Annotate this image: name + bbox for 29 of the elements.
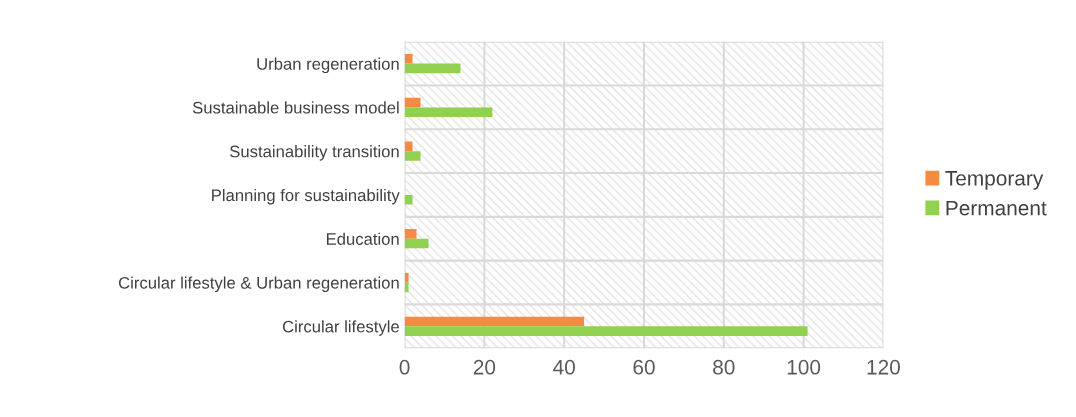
y-tick-label: Planning for sustainability <box>212 188 400 205</box>
legend-label: Temporary <box>945 171 1044 190</box>
y-tick-label: Circular lifestyle <box>282 320 399 336</box>
x-tick-label: 120 <box>867 359 900 375</box>
y-tick-label: Urban regeneration <box>257 57 399 74</box>
y-tick-label: Circular lifestyle & Urban regeneration <box>118 276 399 293</box>
x-tick-label: 0 <box>399 359 410 375</box>
x-tick-label: 100 <box>787 359 821 375</box>
bar <box>404 238 429 249</box>
y-tick-label: Sustainable business model <box>192 101 399 114</box>
y-tick-label: Sustainability transition <box>230 145 399 161</box>
x-tick-label: 80 <box>713 359 735 375</box>
bar <box>404 97 421 108</box>
x-tick-label: 60 <box>633 359 655 375</box>
bar <box>404 282 409 293</box>
bar <box>404 316 585 327</box>
legend-label: Permanent <box>946 200 1047 216</box>
x-tick-label: 20 <box>473 359 496 375</box>
bar <box>404 107 493 118</box>
bar <box>404 53 413 64</box>
y-tick-label: Education <box>326 232 399 245</box>
bar <box>404 151 421 161</box>
x-tick-label: 40 <box>553 359 575 375</box>
bar <box>404 194 413 205</box>
bar <box>404 229 417 239</box>
bar <box>404 272 409 283</box>
bar <box>404 326 808 336</box>
bar <box>404 63 461 74</box>
bar <box>404 141 413 152</box>
